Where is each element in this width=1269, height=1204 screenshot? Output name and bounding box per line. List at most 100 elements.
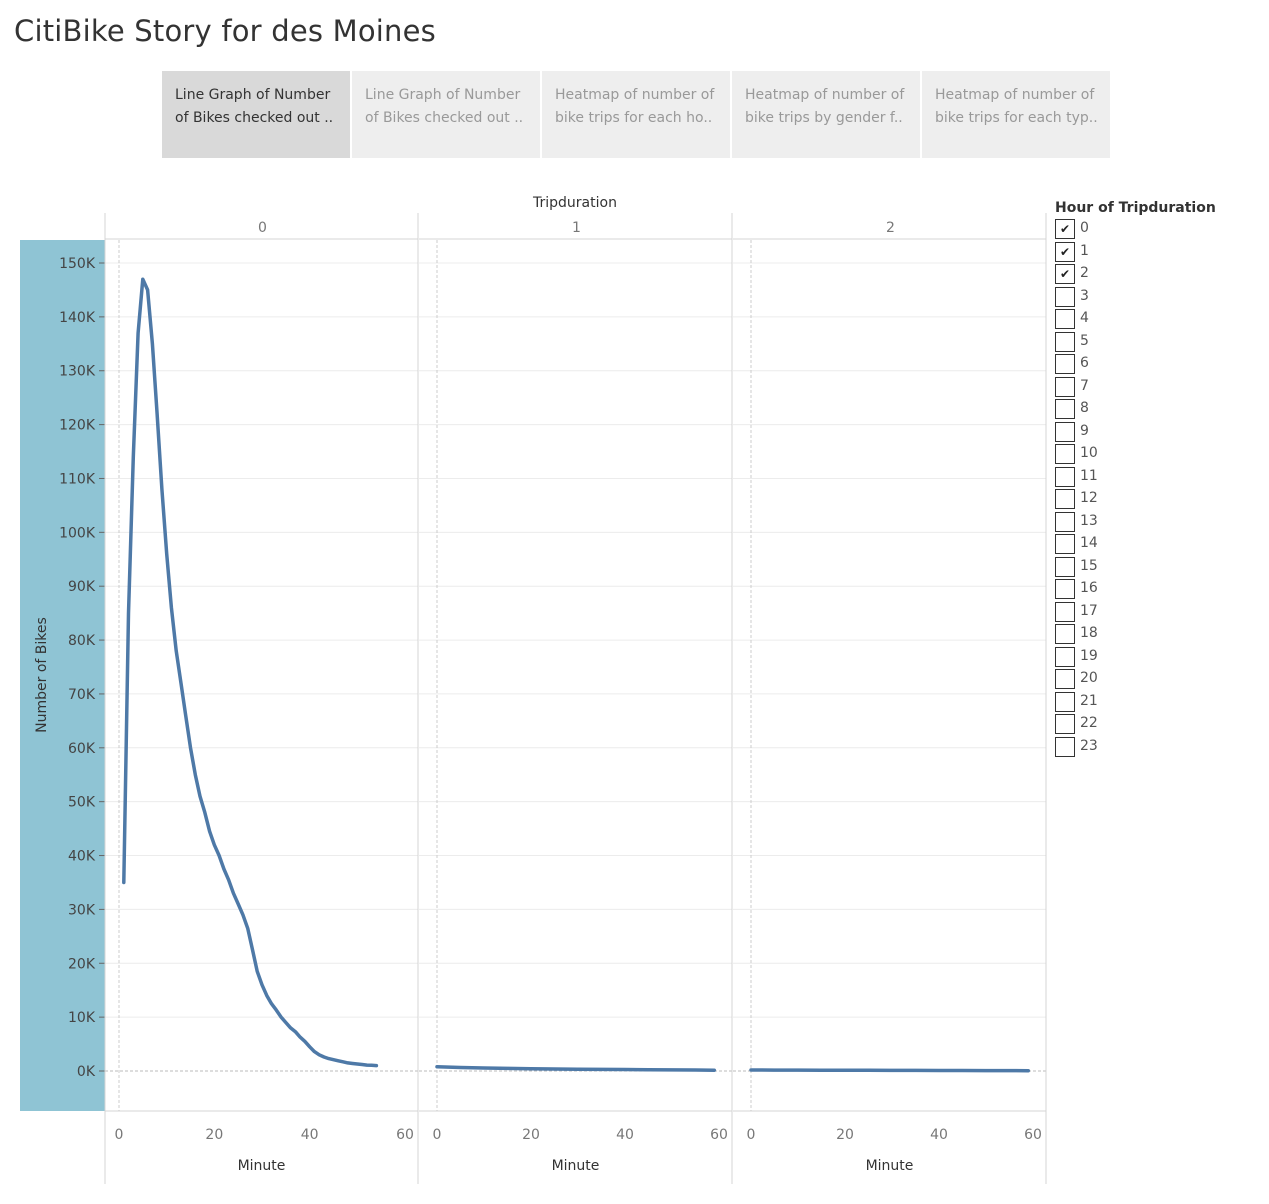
legend-item-4[interactable]: 4	[1055, 309, 1255, 332]
legend-item-label: 11	[1080, 467, 1098, 484]
story-tab-2[interactable]: Line Graph of Number of Bikes checked out…	[352, 71, 540, 158]
panel-header-label: 0	[258, 220, 267, 236]
legend-item-18[interactable]: 18	[1055, 624, 1255, 647]
x-tick-label: 60	[1024, 1127, 1042, 1143]
legend-item-label: 23	[1080, 737, 1098, 754]
y-tick-label: 10K	[68, 1010, 96, 1026]
legend-checkbox[interactable]	[1055, 714, 1075, 734]
legend-item-13[interactable]: 13	[1055, 511, 1255, 535]
legend-item-label: 1	[1080, 242, 1089, 259]
x-tick-label: 0	[747, 1127, 756, 1143]
story-tab-4[interactable]: Heatmap of number of bike trips by gender…	[732, 71, 920, 158]
legend-item-label: 6	[1080, 355, 1089, 371]
y-tick-label: 110K	[59, 471, 96, 487]
legend-item-21[interactable]: 21	[1055, 691, 1255, 715]
x-axis-label: Minute	[238, 1158, 286, 1174]
legend-item-12[interactable]: 12	[1055, 489, 1255, 512]
legend-checkbox[interactable]	[1055, 556, 1075, 577]
legend-checkbox[interactable]	[1055, 286, 1075, 307]
legend-checkbox[interactable]	[1055, 354, 1075, 374]
y-tick-label: 40K	[68, 849, 96, 865]
story-tab-label-line1: Heatmap of number of	[935, 87, 1095, 103]
legend-item-7[interactable]: 7	[1055, 376, 1255, 400]
legend-checkbox[interactable]	[1055, 601, 1075, 622]
legend-checkbox[interactable]	[1055, 534, 1075, 554]
legend-item-8[interactable]: 8	[1055, 399, 1255, 422]
legend-item-label: 15	[1080, 557, 1098, 574]
legend-checkbox[interactable]	[1055, 579, 1075, 599]
legend-item-15[interactable]: 15	[1055, 556, 1255, 580]
legend-item-1[interactable]: 1	[1055, 241, 1255, 265]
y-tick-label: 80K	[68, 633, 96, 649]
legend-item-label: 10	[1080, 445, 1098, 461]
y-tick-label: 0K	[77, 1064, 96, 1080]
legend-item-19[interactable]: 19	[1055, 646, 1255, 670]
legend-item-label: 4	[1080, 310, 1089, 326]
y-tick-label: 70K	[68, 687, 96, 703]
y-tick-label: 150K	[59, 256, 96, 272]
story-tabs: Line Graph of Number of Bikes checked out…	[162, 71, 1112, 158]
legend-item-6[interactable]: 6	[1055, 354, 1255, 377]
legend-item-16[interactable]: 16	[1055, 579, 1255, 602]
legend-checkbox[interactable]	[1055, 444, 1075, 464]
legend-item-label: 3	[1080, 287, 1089, 304]
story-tab-label-line2: of Bikes checked out ..	[365, 110, 524, 126]
legend-checkbox[interactable]	[1055, 309, 1075, 329]
legend-item-20[interactable]: 20	[1055, 669, 1255, 692]
legend-checkbox[interactable]	[1055, 421, 1075, 442]
legend-checkbox[interactable]	[1055, 399, 1075, 419]
story-tab-label-line1: Line Graph of Number	[365, 87, 521, 103]
column-header: Tripduration	[532, 195, 617, 211]
legend-checkbox[interactable]	[1055, 624, 1075, 644]
legend-item-2[interactable]: 2	[1055, 264, 1255, 287]
legend-checkbox[interactable]	[1055, 511, 1075, 532]
legend-checkbox[interactable]	[1055, 241, 1075, 262]
legend-item-10[interactable]: 10	[1055, 444, 1255, 467]
x-tick-label: 20	[205, 1127, 223, 1143]
story-tab-5[interactable]: Heatmap of number of bike trips for each …	[922, 71, 1110, 158]
story-tab-3[interactable]: Heatmap of number of bike trips for each …	[542, 71, 730, 158]
y-tick-label: 100K	[59, 525, 96, 541]
y-tick-label: 50K	[68, 795, 96, 811]
legend-item-label: 5	[1080, 332, 1089, 349]
legend-checkbox[interactable]	[1055, 736, 1075, 757]
legend-item-22[interactable]: 22	[1055, 714, 1255, 737]
x-tick-label: 40	[301, 1127, 319, 1143]
legend-item-9[interactable]: 9	[1055, 421, 1255, 445]
legend-checkbox[interactable]	[1055, 376, 1075, 397]
story-tab-label-line2: bike trips for each typ..	[935, 110, 1098, 126]
legend-item-3[interactable]: 3	[1055, 286, 1255, 310]
legend-item-11[interactable]: 11	[1055, 466, 1255, 490]
panel-header-label: 2	[886, 220, 895, 236]
series-line-hour-0	[122, 277, 379, 1068]
story-tab-label-line2: bike trips by gender f..	[745, 110, 903, 126]
legend-item-17[interactable]: 17	[1055, 601, 1255, 625]
legend-checkbox[interactable]	[1055, 219, 1075, 239]
series-line-hour-2	[749, 1068, 1031, 1073]
y-axis-label: Number of Bikes	[34, 617, 50, 733]
panel-header-label: 1	[572, 220, 581, 236]
legend-item-label: 21	[1080, 692, 1098, 709]
legend-checkbox[interactable]	[1055, 691, 1075, 712]
legend-item-0[interactable]: 0	[1055, 219, 1255, 242]
story-tab-label-line1: Heatmap of number of	[555, 87, 715, 103]
legend-item-14[interactable]: 14	[1055, 534, 1255, 557]
x-tick-label: 20	[836, 1127, 854, 1143]
legend-item-label: 0	[1080, 220, 1089, 236]
legend-checkbox[interactable]	[1055, 646, 1075, 667]
story-tab-1[interactable]: Line Graph of Number of Bikes checked out…	[162, 71, 350, 158]
legend-checkbox[interactable]	[1055, 264, 1075, 284]
legend-item-23[interactable]: 23	[1055, 736, 1255, 760]
legend-item-label: 8	[1080, 400, 1089, 416]
legend-checkbox[interactable]	[1055, 331, 1075, 352]
legend-items: 01234567891011121314151617181920212223	[1055, 219, 1255, 759]
legend-item-label: 17	[1080, 602, 1098, 619]
legend-checkbox[interactable]	[1055, 489, 1075, 509]
legend-item-5[interactable]: 5	[1055, 331, 1255, 355]
x-axis-label: Minute	[552, 1158, 600, 1174]
x-tick-label: 0	[433, 1127, 442, 1143]
legend-checkbox[interactable]	[1055, 466, 1075, 487]
legend-checkbox[interactable]	[1055, 669, 1075, 689]
x-tick-label: 60	[710, 1127, 728, 1143]
